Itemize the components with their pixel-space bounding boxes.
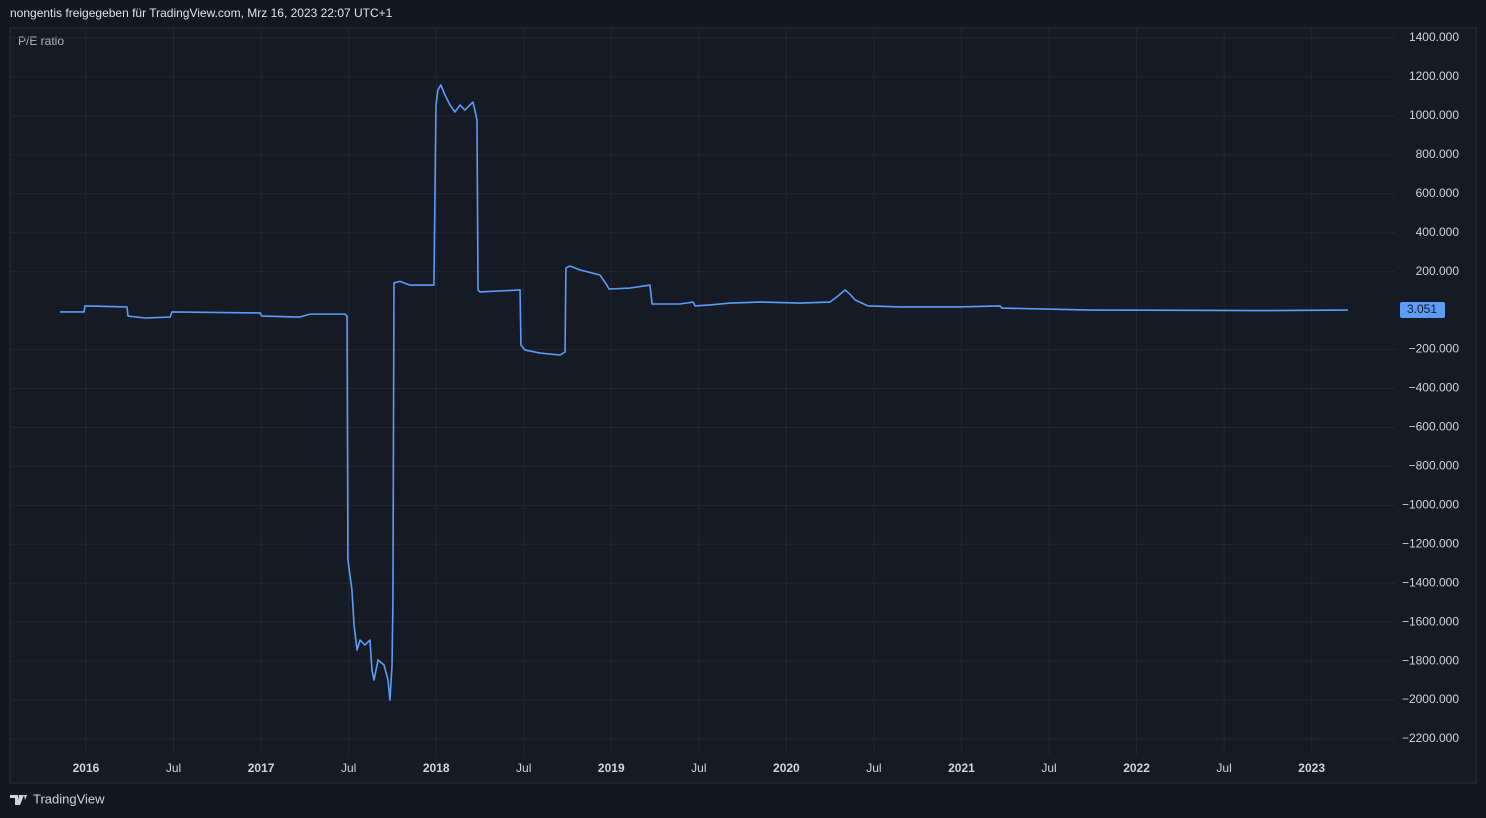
y-tick-label: −200.000 [1409,342,1460,356]
x-tick-label: Jul [1041,761,1056,775]
x-tick-label: 2023 [1298,761,1325,775]
x-tick-label: Jul [516,761,531,775]
x-tick-label: 2017 [248,761,275,775]
logo [10,795,27,805]
y-tick-label: −1200.000 [1402,536,1459,550]
y-tick-label: 1400.000 [1409,30,1459,44]
x-tick-label: 2021 [948,761,975,775]
y-tick-label: 1000.000 [1409,108,1459,122]
x-tick-label: 2019 [598,761,625,775]
x-tick-label: Jul [166,761,181,775]
y-tick-label: −2200.000 [1402,731,1459,745]
y-tick-label: 400.000 [1416,225,1460,239]
y-tick-label: −1800.000 [1402,653,1459,667]
y-tick-label: −400.000 [1409,381,1460,395]
y-tick-label: 800.000 [1416,147,1460,161]
y-tick-label: 1200.000 [1409,69,1459,83]
x-tick-label: 2022 [1123,761,1150,775]
y-tick-label: −600.000 [1409,420,1460,434]
x-tick-label: Jul [866,761,881,775]
header: nongentis freigegeben für TradingView.co… [10,6,393,20]
x-tick-label: 2018 [423,761,450,775]
y-tick-label: 600.000 [1416,186,1460,200]
y-tick-label: −2000.000 [1402,692,1459,706]
y-tick-label: −1600.000 [1402,614,1459,628]
y-tick-label: −1000.000 [1402,498,1459,512]
y-tick-label: −1400.000 [1402,575,1459,589]
last-value-badge [1400,302,1445,319]
x-tick-label: 2020 [773,761,800,775]
last-value-label: 3.051 [1407,302,1437,316]
line [60,84,1348,701]
footer: TradingView [33,791,105,806]
x-tick-label: Jul [1216,761,1231,775]
chart-title: P/E ratio [18,34,64,48]
x-tick-label: 2016 [73,761,100,775]
pane [9,27,1477,784]
x-tick-label: Jul [691,761,706,775]
y-tick-label: −800.000 [1409,459,1460,473]
y-tick-label: 200.000 [1416,264,1460,278]
x-tick-label: Jul [341,761,356,775]
